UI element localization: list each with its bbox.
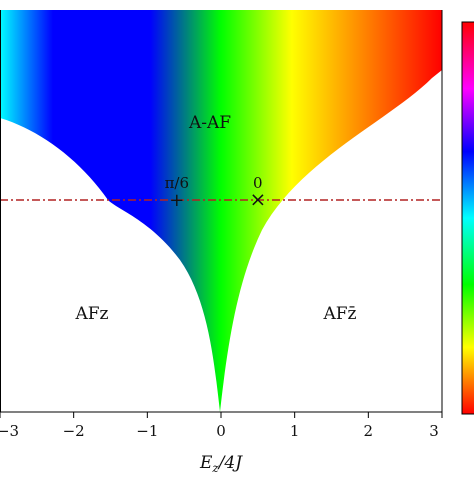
x-tick-label: 3 [429, 422, 439, 440]
marker-pi6-label: π/6 [165, 174, 189, 192]
x-tick-label: −3 [0, 422, 19, 440]
region-label-afz: AFz [74, 304, 108, 324]
x-axis-ticks: −3 −2 −1 0 1 2 3 [0, 412, 443, 440]
x-tick-label: 1 [290, 422, 300, 440]
region-label-a-af: A-AF [188, 113, 231, 133]
colorbar [461, 21, 474, 415]
x-tick-label: −1 [136, 422, 158, 440]
a-af-colored-region [0, 10, 442, 412]
colorbar-gradient [461, 21, 474, 415]
marker-pi6-symbol: + [169, 190, 184, 211]
markers: +π/6 ×0 [165, 174, 267, 211]
x-tick-label: −2 [63, 422, 85, 440]
x-tick-label: 0 [216, 422, 226, 440]
x-tick-label: 2 [364, 422, 374, 440]
marker-zero-label: 0 [253, 174, 263, 192]
marker-zero-symbol: × [249, 187, 266, 211]
plot-area [0, 10, 442, 412]
region-label-afzbar: AFz̄ [322, 304, 356, 324]
x-axis-title: Ez/4J [199, 453, 243, 474]
